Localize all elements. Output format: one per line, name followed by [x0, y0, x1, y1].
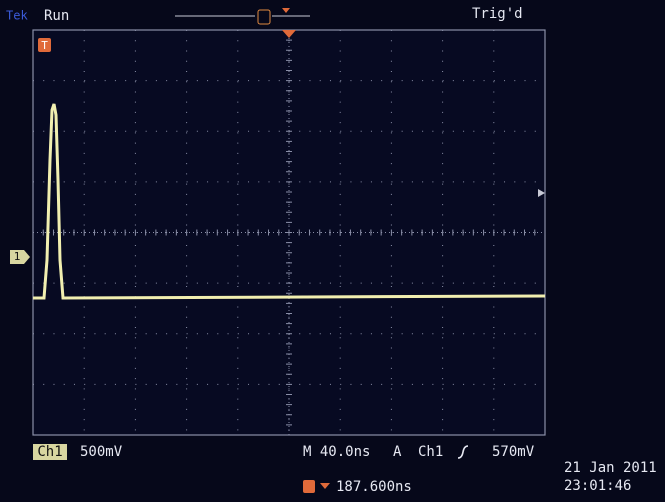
run-status: Run: [44, 8, 69, 24]
oscilloscope-screen: Tek Run Trig'd T 1 Ch1 500mV M 40.0ns A …: [0, 0, 665, 502]
trigger-position: 187.600ns: [336, 479, 412, 495]
date: 21 Jan 2011: [564, 460, 657, 476]
trigger-state: Trig'd: [472, 6, 523, 22]
page: Tek Run Trig'd T 1 Ch1 500mV M 40.0ns A …: [0, 0, 665, 502]
volts-per-div: 500mV: [80, 444, 123, 460]
channel-label: Ch1: [37, 444, 62, 460]
timebase: M 40.0ns: [303, 444, 370, 460]
trigger-marker: T: [41, 39, 48, 52]
brand: Tek: [6, 9, 28, 23]
trigger-level: 570mV: [492, 444, 535, 460]
trigger-source: Ch1: [418, 444, 443, 460]
channel-marker: 1: [14, 250, 21, 263]
trigger-offset-icon: [303, 480, 315, 493]
trigger-mode: A: [393, 444, 402, 460]
time: 23:01:46: [564, 478, 631, 494]
